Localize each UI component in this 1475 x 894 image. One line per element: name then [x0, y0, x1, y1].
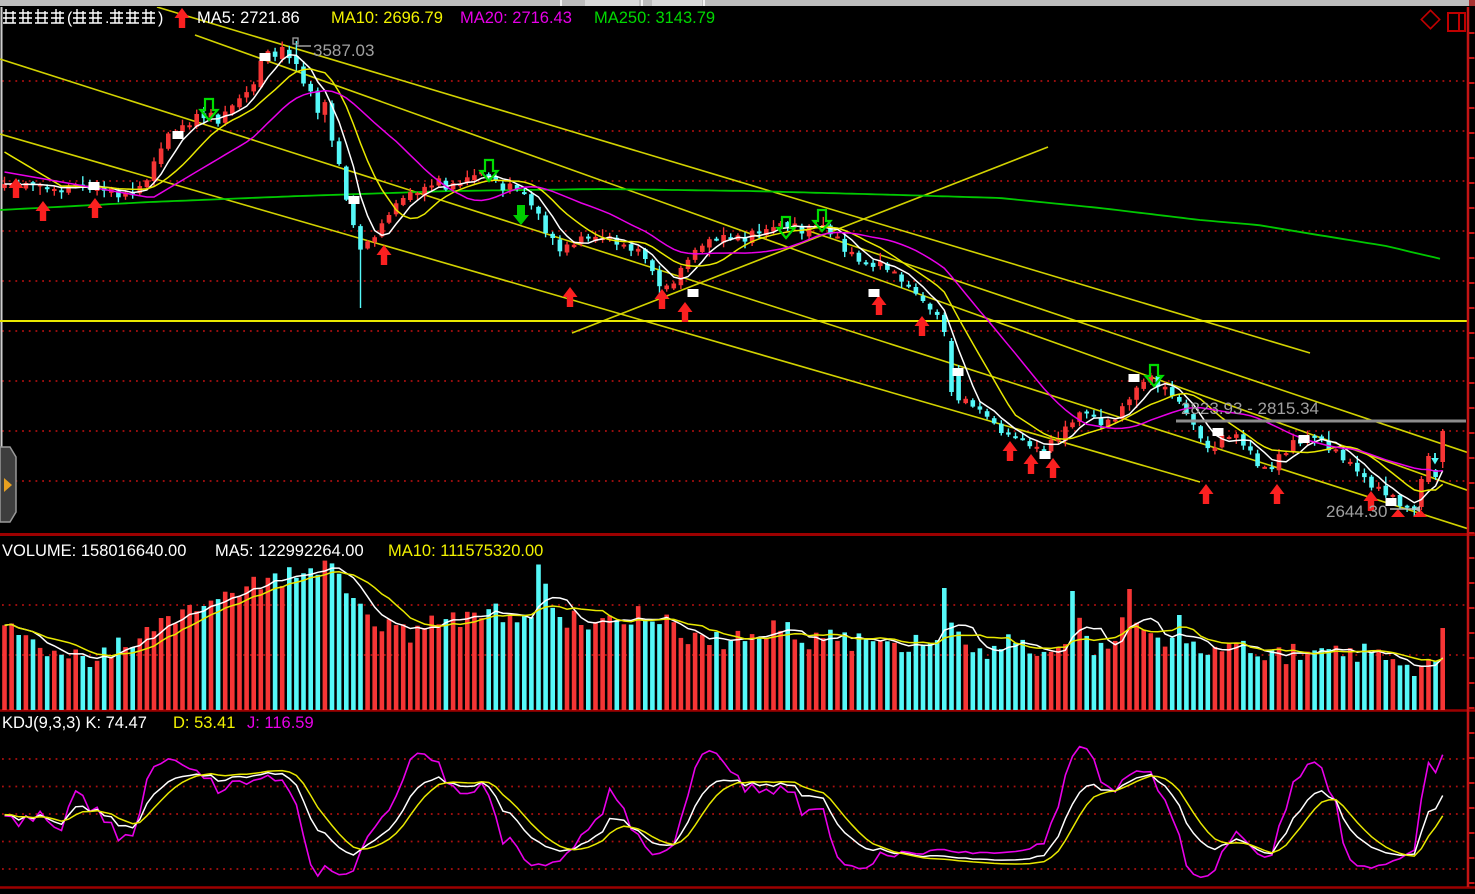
- svg-text:.: .: [105, 10, 109, 27]
- svg-text:MA250: 3143.79: MA250: 3143.79: [594, 9, 715, 27]
- svg-text:KDJ(9,3,3) K: 74.47: KDJ(9,3,3) K: 74.47: [2, 714, 147, 732]
- svg-text:D: 53.41: D: 53.41: [173, 714, 235, 732]
- svg-text:MA5: 122992264.00: MA5: 122992264.00: [215, 542, 364, 560]
- svg-text:): ): [158, 10, 163, 27]
- svg-text:MA10: 2696.79: MA10: 2696.79: [331, 9, 443, 27]
- svg-text:MA5: 2721.86: MA5: 2721.86: [197, 9, 300, 27]
- svg-text:MA20: 2716.43: MA20: 2716.43: [460, 9, 572, 27]
- svg-text:3587.03: 3587.03: [313, 41, 374, 60]
- svg-text:2823.93 - 2815.34: 2823.93 - 2815.34: [1181, 399, 1319, 418]
- svg-text:VOLUME: 158016640.00: VOLUME: 158016640.00: [2, 542, 186, 560]
- svg-text:J: 116.59: J: 116.59: [247, 714, 314, 732]
- svg-text:2644.30: 2644.30: [1326, 502, 1387, 521]
- svg-text:MA10: 111575320.00: MA10: 111575320.00: [388, 542, 543, 560]
- svg-text:(: (: [67, 10, 73, 27]
